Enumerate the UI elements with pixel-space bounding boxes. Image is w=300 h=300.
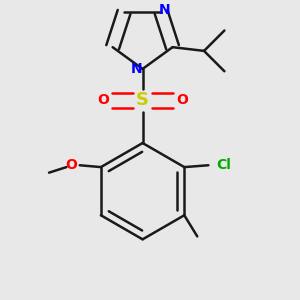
Text: S: S	[136, 92, 149, 110]
Text: O: O	[97, 93, 109, 107]
Text: N: N	[131, 62, 143, 76]
Text: Cl: Cl	[217, 158, 231, 172]
Text: N: N	[159, 3, 171, 17]
Text: O: O	[176, 93, 188, 107]
Text: O: O	[65, 158, 77, 172]
